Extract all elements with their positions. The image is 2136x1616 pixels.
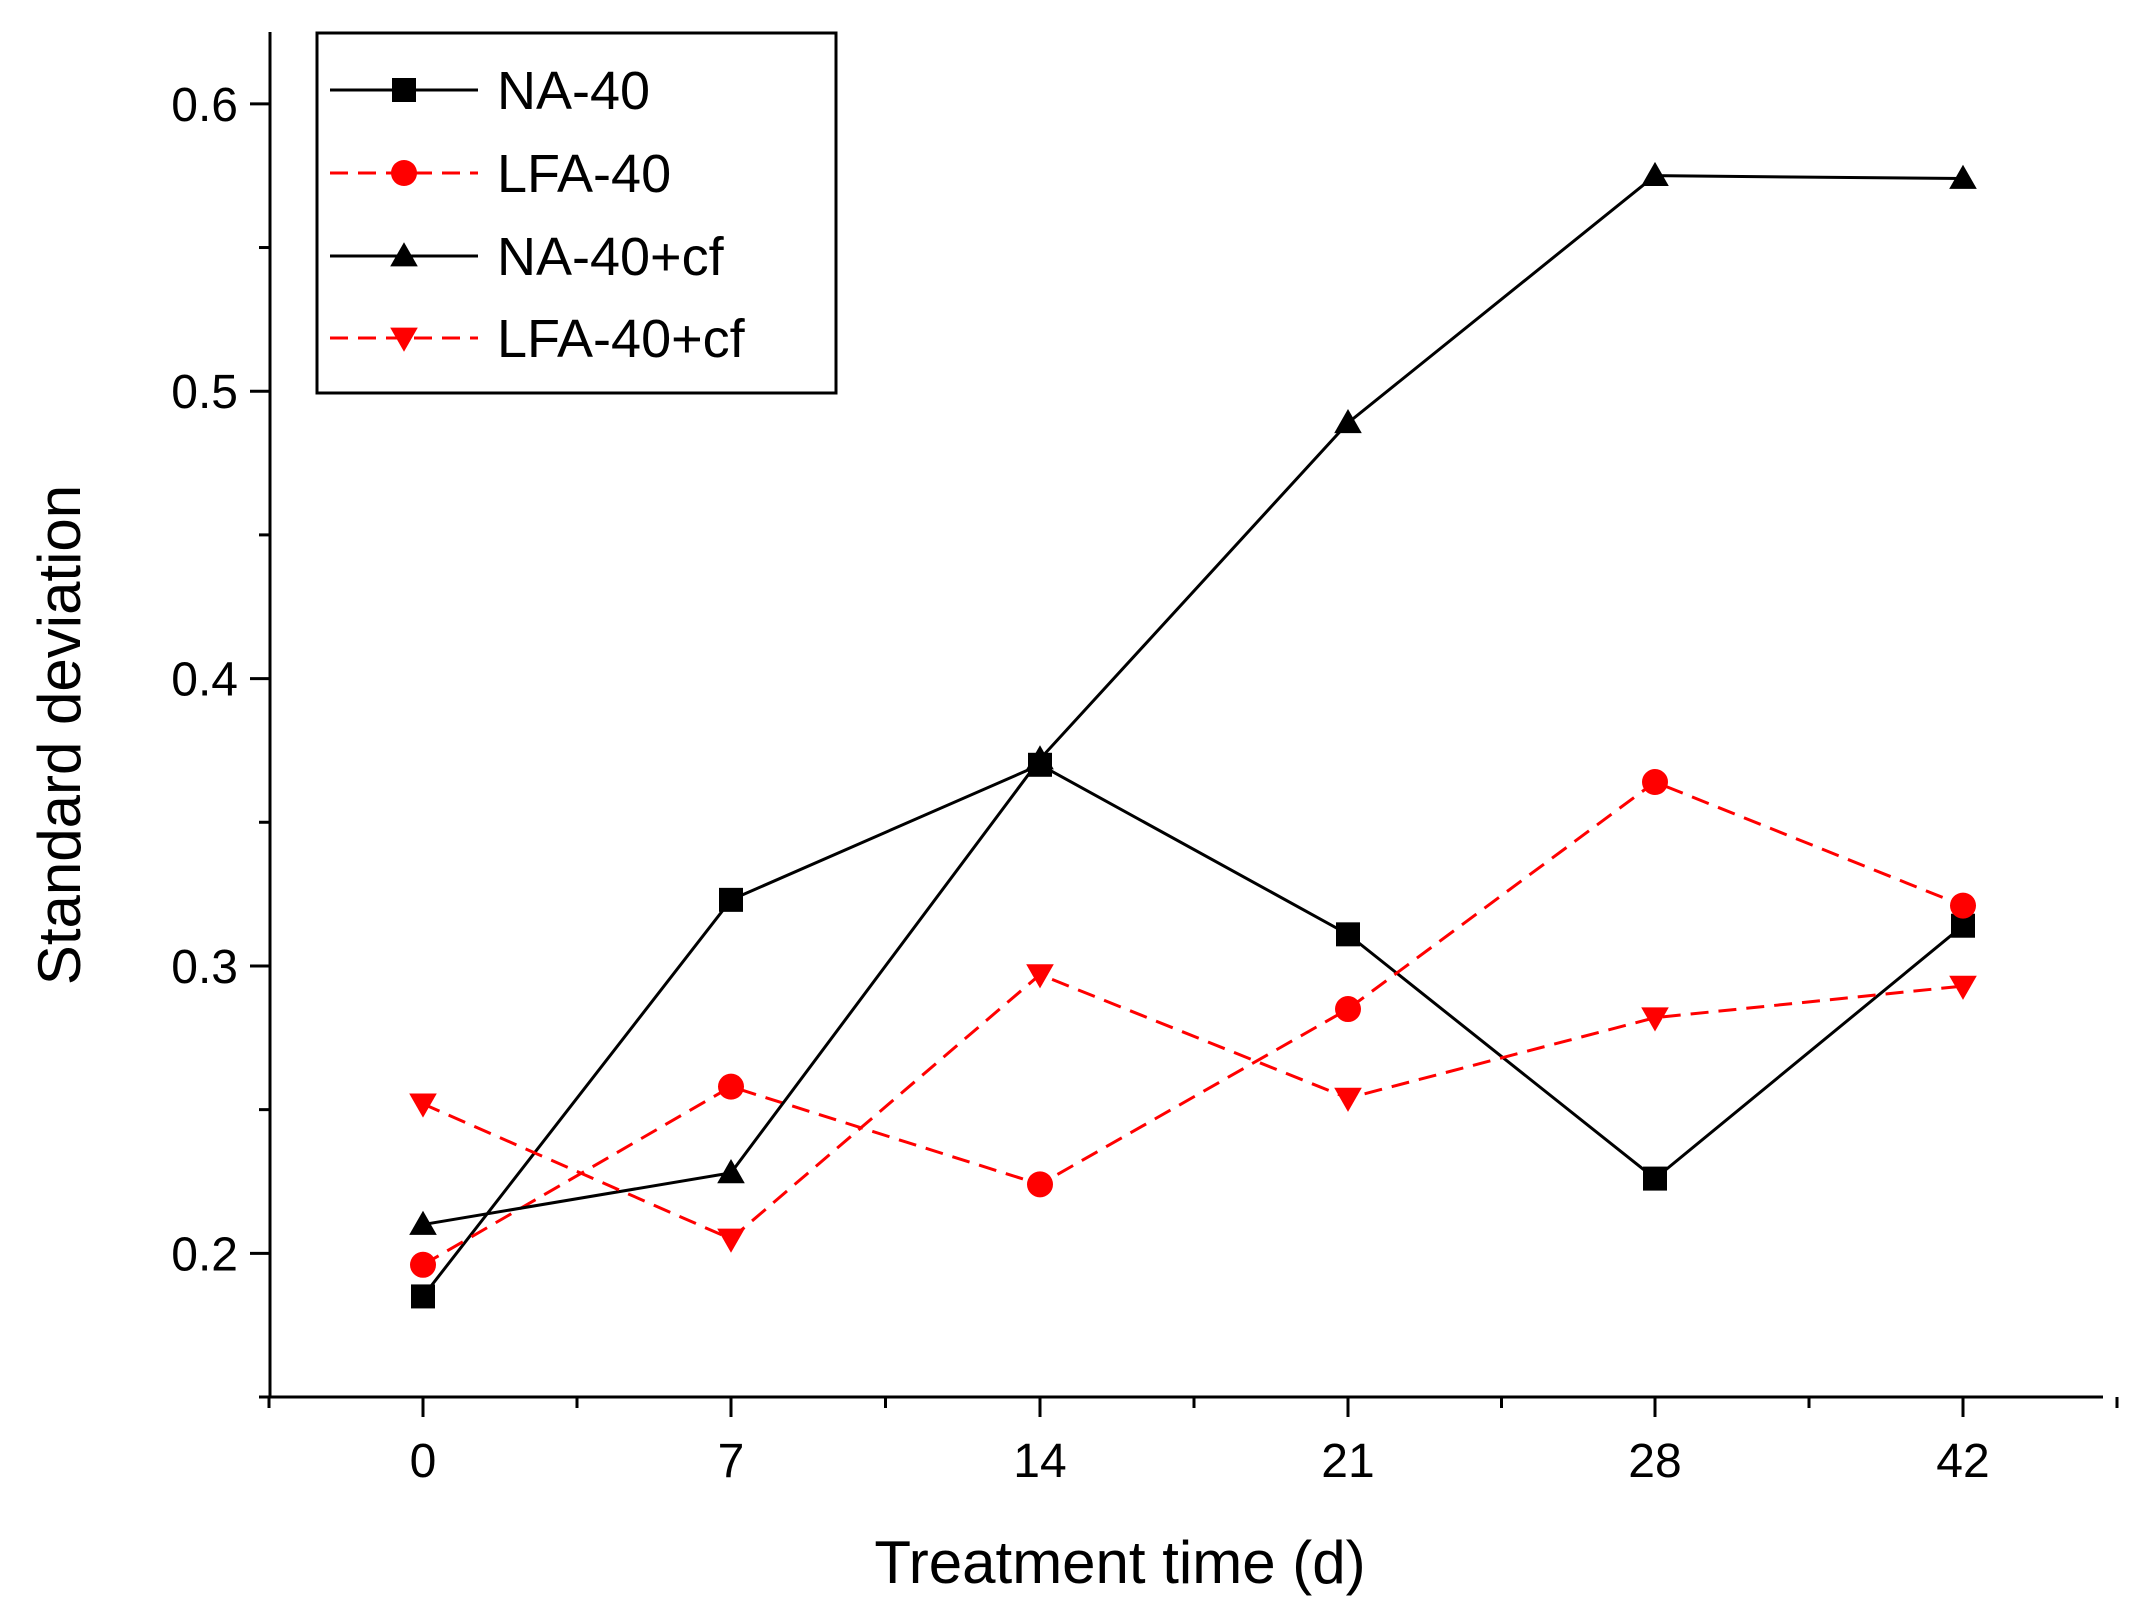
x-tick-label: 42 [1936, 1435, 1989, 1488]
data-point [1334, 409, 1362, 434]
y-tick-label: 0.5 [171, 366, 238, 419]
data-point [1950, 892, 1976, 919]
data-point [1643, 1166, 1667, 1191]
legend-marker [391, 160, 417, 186]
data-point [409, 1093, 437, 1118]
series [421, 174, 1964, 1298]
data-point [719, 887, 743, 912]
data-point [1336, 922, 1360, 947]
series-line-lfa-40 [422, 780, 1964, 1267]
data-point [1949, 164, 1977, 189]
data-point [1334, 1087, 1362, 1112]
series-line-na-40-cf [422, 174, 1964, 1227]
y-tick-label: 0.3 [171, 941, 238, 994]
data-point [409, 1210, 437, 1235]
markers [409, 161, 1977, 1309]
data-point [717, 1159, 745, 1184]
data-point [1026, 745, 1054, 770]
legend-label: LFA-40+cf [497, 309, 746, 369]
data-point [717, 1228, 745, 1253]
data-point [1027, 1171, 1053, 1198]
x-tick-label: 28 [1628, 1435, 1681, 1488]
x-axis-title: Treatment time (d) [874, 1529, 1365, 1596]
x-tick-label: 14 [1013, 1435, 1066, 1488]
y-tick-label: 0.6 [171, 79, 238, 132]
x-tick-label: 0 [410, 1435, 437, 1488]
x-tick-label: 21 [1321, 1435, 1374, 1488]
ticks: 0.2 0.3 0.4 0.5 0.6 0 7 14 21 28 42 [171, 79, 2119, 1488]
legend-marker [392, 78, 416, 102]
legend-label: LFA-40 [497, 144, 671, 204]
series-line-lfa-40-cf [422, 972, 1964, 1241]
legend-label: NA-40 [497, 61, 650, 121]
data-point [1642, 769, 1668, 796]
data-point [718, 1073, 744, 1100]
data-point [1641, 1007, 1669, 1032]
data-point [1641, 161, 1669, 187]
x-tick-label: 7 [718, 1435, 745, 1488]
data-point [1026, 964, 1054, 989]
series-line-na-40 [421, 763, 1964, 1298]
legend-marker [390, 242, 418, 267]
data-point [1949, 975, 1977, 1000]
y-tick-label: 0.4 [171, 654, 238, 707]
data-point [410, 1251, 436, 1278]
y-axis-title: Standard deviation [26, 485, 93, 985]
legend-label: NA-40+cf [497, 227, 725, 287]
data-point [411, 1284, 435, 1309]
legend: NA-40 LFA-40 NA-40+cf LFA-40+cf [315, 31, 838, 395]
legend-marker [390, 327, 418, 352]
y-tick-label: 0.2 [171, 1228, 238, 1281]
data-point [1335, 996, 1361, 1023]
